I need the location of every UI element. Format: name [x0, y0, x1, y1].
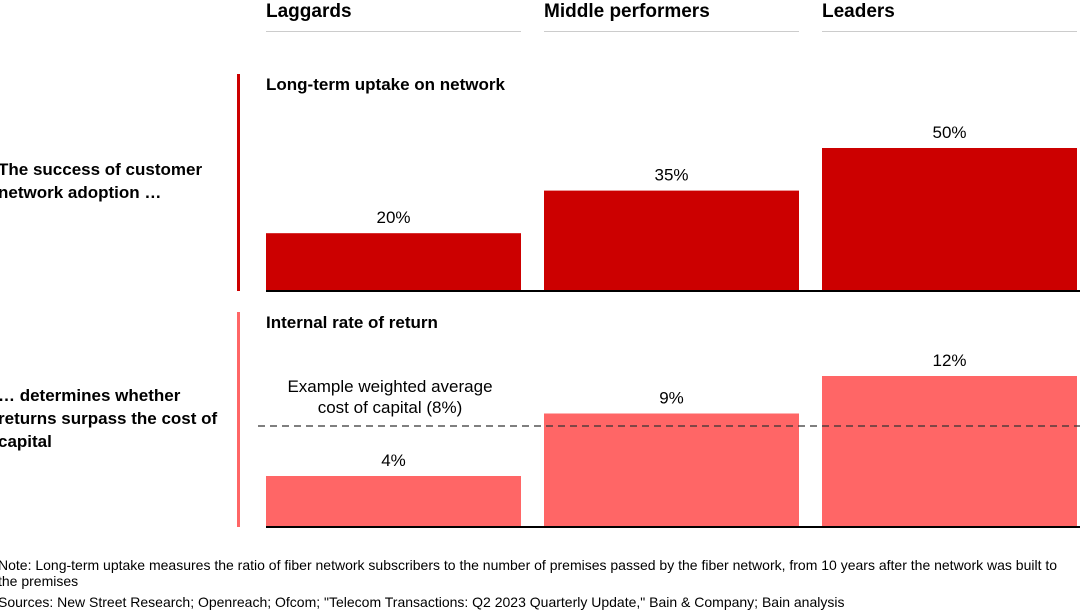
- column-header-laggards: Laggards: [266, 1, 521, 32]
- bar-0-2: [822, 148, 1077, 290]
- chart-title-uptake: Long-term uptake on network: [266, 75, 505, 94]
- bar-0-1: [544, 190, 799, 290]
- footnote: Note: Long-term uptake measures the rati…: [0, 557, 1058, 589]
- column-header-leaders: Leaders: [822, 1, 1077, 32]
- data-label-0-0: 20%: [376, 208, 410, 227]
- row-label-returns: … determines whether returns surpass the…: [0, 386, 218, 451]
- reference-line-label: Example weighted average cost of capital…: [287, 377, 493, 417]
- sources: Sources: New Street Research; Openreach;…: [0, 594, 845, 610]
- data-label-0-1: 35%: [654, 166, 688, 185]
- data-label-1-0: 4%: [381, 451, 406, 470]
- data-label-1-2: 12%: [932, 351, 966, 370]
- data-label-1-1: 9%: [659, 389, 684, 408]
- accent-bar-top: [237, 74, 240, 291]
- bar-1-2: [822, 376, 1077, 526]
- accent-bar-bottom: [237, 312, 240, 527]
- data-label-0-2: 50%: [932, 123, 966, 142]
- bar-0-0: [266, 233, 521, 290]
- bar-1-0: [266, 476, 521, 526]
- row-label-adoption: The success of customer network adoption…: [0, 160, 203, 202]
- bar-1-1: [544, 413, 799, 526]
- chart-title-irr: Internal rate of return: [266, 313, 438, 332]
- column-header-middle: Middle performers: [544, 1, 799, 32]
